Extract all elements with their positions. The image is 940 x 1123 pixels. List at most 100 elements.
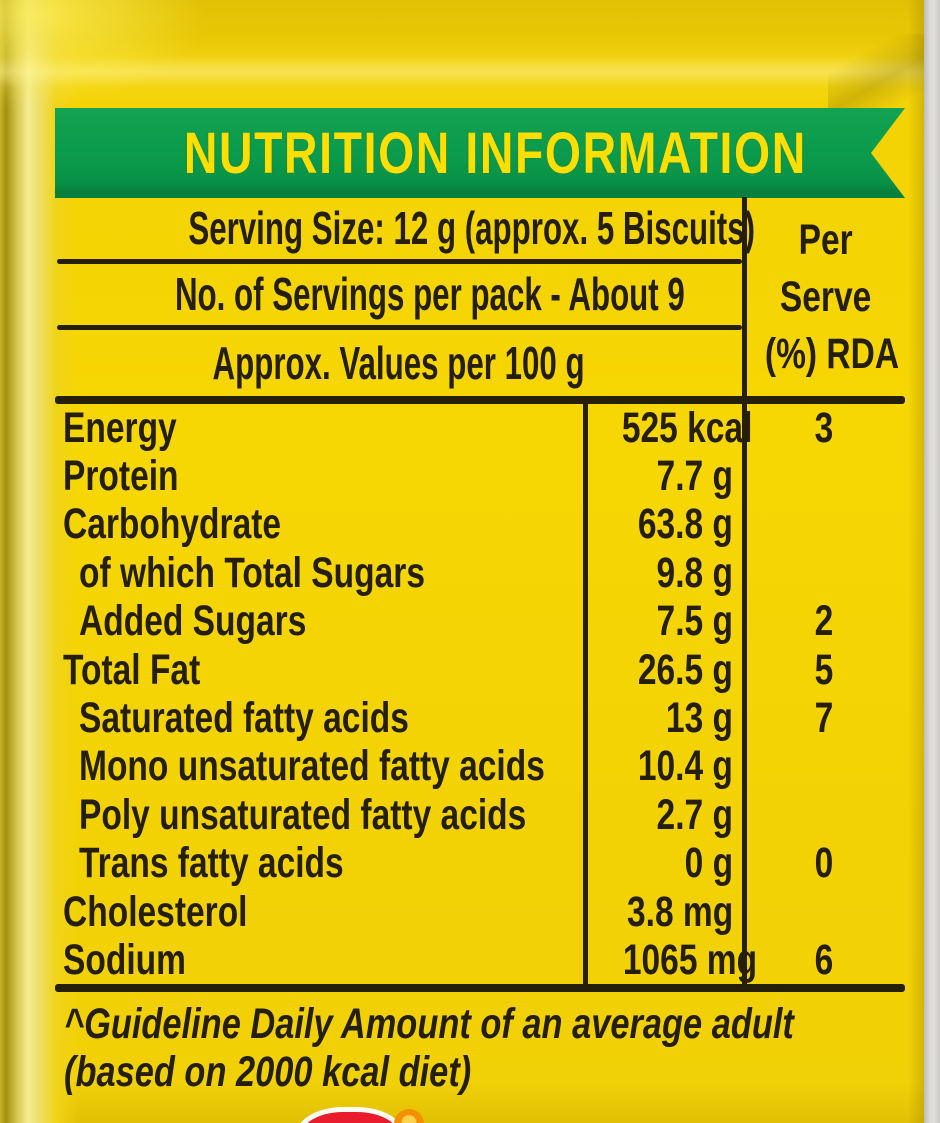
nutrient-value-cell: 525 kcal [585,404,753,453]
nutrient-value-cell: 7.7 g [585,452,743,501]
nutrient-name: Total Fat [63,645,201,694]
table-row: Sodium 1065 mg 6 [55,936,905,984]
nutrient-name: Protein [63,452,179,501]
values-basis-text: Approx. Values per 100 g [212,337,586,389]
nutrient-rows: Energy 525 kcal 3 Protein 7.7 g Carbohyd… [55,404,905,985]
gda-footnote-line2: (based on 2000 kcal diet) [64,1048,472,1096]
nutrient-rda-cell [743,742,905,791]
nutrient-name: Added Sugars [79,597,307,646]
nutrient-rda-cell [743,888,905,937]
nutrient-name-cell: Cholesterol [55,888,585,937]
table-row: Trans fatty acids 0 g 0 [55,839,905,888]
logo-orange-shape [394,1109,424,1123]
table-row: of which Total Sugars 9.8 g [55,549,905,597]
nutrition-information-banner: NUTRITION INFORMATION [55,108,905,198]
nutrient-rda-cell [743,452,905,501]
nutrient-value: 7.5 g [656,597,733,646]
nutrient-name-cell: Added Sugars [55,597,585,646]
table-row: Total Fat 26.5 g 5 [55,646,905,694]
nutrient-value-cell: 10.4 g [585,742,743,791]
nutrient-value-cell: 13 g [585,694,743,743]
nutrient-name-cell: Sodium [55,936,585,985]
nutrient-value-cell: 9.8 g [585,549,743,598]
nutrient-value-cell: 63.8 g [585,500,743,549]
nutrient-value-cell: 2.7 g [585,791,743,840]
nutrient-rda: 6 [814,936,834,984]
nutrient-name-cell: Trans fatty acids [55,839,585,888]
nutrient-rda: 2 [814,597,834,646]
nutrient-rda-cell: 3 [743,404,905,453]
package-edge-shadow [908,0,924,1123]
nutrient-name-cell: of which Total Sugars [55,549,585,598]
per-serve-line1: Per [798,216,854,264]
table-row: Carbohydrate 63.8 g [55,500,905,549]
nutrient-name: Sodium [63,936,186,984]
nutrient-value: 2.7 g [656,790,733,839]
nutrient-value: 13 g [665,694,733,743]
nutrient-value-cell: 3.8 mg [585,888,743,937]
table-row: Cholesterol 3.8 mg [55,888,905,936]
nutrient-name-cell: Total Fat [55,646,585,695]
nutrient-name: Saturated fatty acids [79,694,409,743]
nutrient-rda-cell: 5 [743,646,905,695]
divider-line [57,259,742,264]
gda-footnote-line1: ^Guideline Daily Amount of an average ad… [64,1000,794,1048]
nutrient-value-cell: 0 g [585,839,743,888]
package-fold-shadow [828,34,924,114]
divider-line [57,325,742,330]
nutrient-name-cell: Poly unsaturated fatty acids [55,791,585,840]
nutrient-rda: 5 [814,645,834,694]
column-divider-values [583,404,588,985]
nutrient-name: Cholesterol [63,887,248,936]
table-row: Protein 7.7 g [55,452,905,500]
nutrient-name: Mono unsaturated fatty acids [79,742,545,791]
gda-footnote: ^Guideline Daily Amount of an average ad… [64,1000,884,1096]
table-row: Saturated fatty acids 13 g 7 [55,694,905,742]
nutrient-name: Energy [63,403,177,452]
nutrient-value-cell: 7.5 g [585,597,743,646]
nutrient-value: 525 kcal [621,403,753,452]
table-row: Energy 525 kcal 3 [55,404,905,452]
column-divider-rda [742,197,747,989]
table-row: Poly unsaturated fatty acids 2.7 g [55,791,905,839]
nutrient-name-cell: Carbohydrate [55,500,585,549]
nutrient-rda-cell [743,500,905,549]
nutrient-rda-cell: 2 [743,597,905,646]
table-row: Mono unsaturated fatty acids 10.4 g [55,742,905,791]
nutrient-value: 10.4 g [637,742,733,791]
nutrient-name-cell: Saturated fatty acids [55,694,585,743]
nutrient-rda-cell [743,549,905,598]
nutrient-rda-cell [743,791,905,840]
serving-size-text: Serving Size: 12 g (approx. 5 Biscuits) [188,202,756,254]
nutrient-value: 1065 mg [622,936,758,984]
per-serve-line2: Serve [780,273,872,321]
nutrient-value: 26.5 g [637,645,733,694]
servings-per-pack-row: No. of Servings per pack - About 9 [55,264,743,325]
nutrient-name-cell: Mono unsaturated fatty acids [55,742,585,791]
table-row: Added Sugars 7.5 g 2 [55,597,905,646]
nutrient-value: 63.8 g [637,500,733,549]
banner-title: NUTRITION INFORMATION [183,120,807,186]
per-serve-line3: (%) RDA [764,330,900,378]
table-bottom-rule [55,984,905,992]
nutrient-value-cell: 26.5 g [585,646,743,695]
nutrient-rda: 3 [814,403,834,452]
nutrient-name: of which Total Sugars [79,548,425,597]
nutrient-name: Poly unsaturated fatty acids [79,790,527,839]
nutrient-rda: 7 [814,694,834,743]
nutrient-rda-cell: 6 [743,936,905,985]
serving-size-row: Serving Size: 12 g (approx. 5 Biscuits) [55,198,755,259]
nutrient-name-cell: Protein [55,452,585,501]
nutrient-rda-cell: 7 [743,694,905,743]
nutrient-name-cell: Energy [55,404,585,453]
nutrient-value: 9.8 g [656,548,733,597]
nutrient-value-cell: 1065 mg [585,936,757,985]
nutrient-value: 3.8 mg [626,887,733,936]
servings-per-pack-text: No. of Servings per pack - About 9 [174,268,685,320]
nutrient-rda-cell: 0 [743,839,905,888]
package-edge-strip [924,0,940,1123]
nutrient-rda: 0 [814,839,834,888]
table-top-rule [55,396,905,404]
per-serve-rda-header: Per Serve (%) RDA [746,212,906,383]
